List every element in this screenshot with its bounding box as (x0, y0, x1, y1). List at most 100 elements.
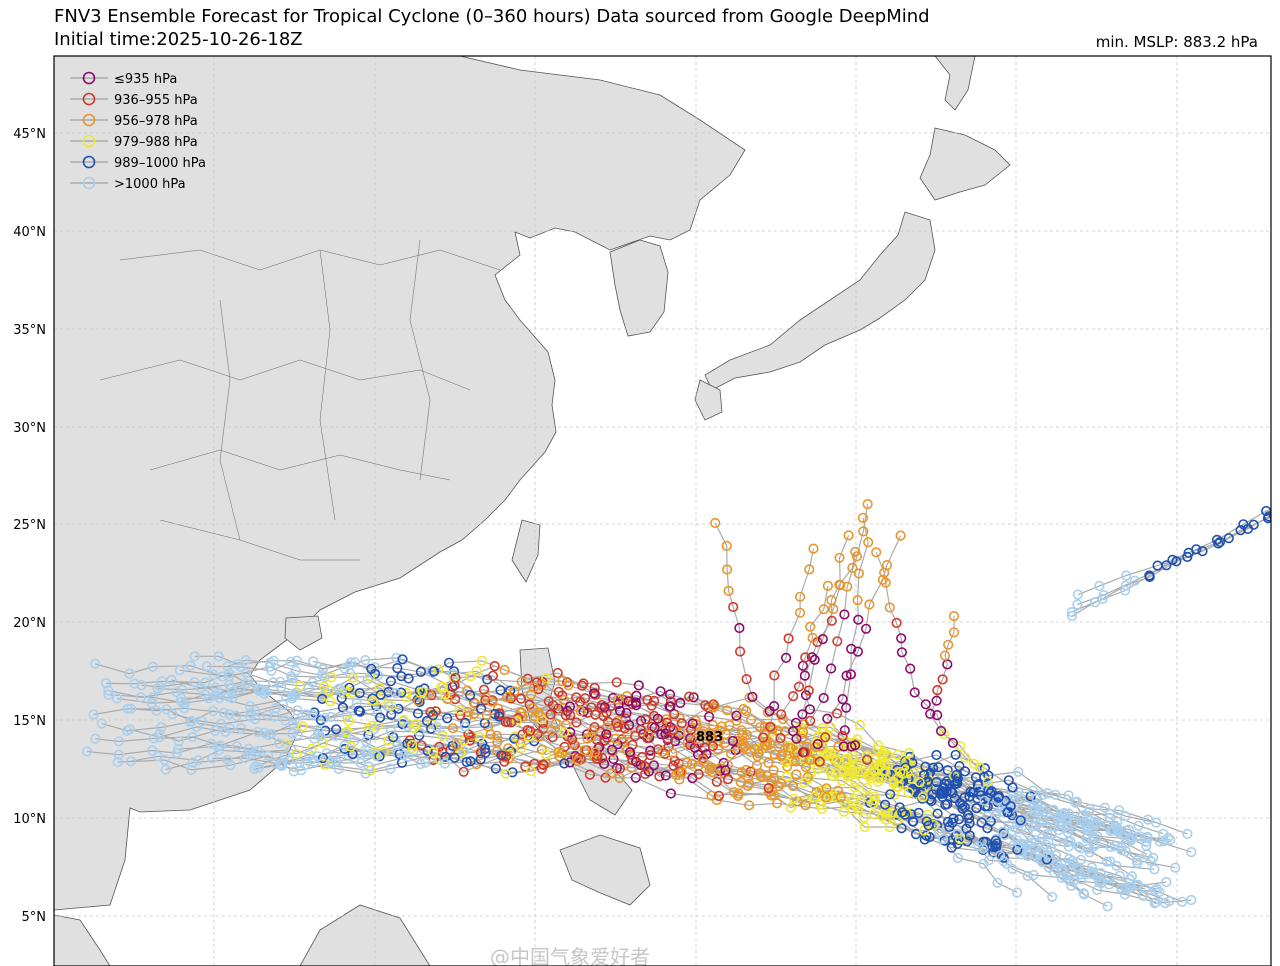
track-marker (820, 732, 831, 743)
track-marker (1123, 824, 1134, 835)
track-marker (362, 674, 373, 685)
track-marker (920, 699, 931, 710)
track-marker (1081, 833, 1092, 844)
track-marker (1121, 884, 1133, 895)
pressure-markers (81, 499, 1271, 912)
track-marker (1015, 815, 1026, 826)
track-marker (1120, 846, 1131, 857)
track-marker (224, 668, 235, 679)
track-marker (965, 786, 976, 797)
track-marker (942, 765, 953, 776)
track-marker (1071, 796, 1082, 807)
track-marker (1044, 815, 1055, 826)
track-marker (531, 677, 543, 688)
track-marker (579, 745, 590, 756)
track-marker (757, 732, 769, 743)
track-marker (1223, 533, 1234, 544)
track-marker (450, 672, 461, 683)
track-marker (1101, 856, 1112, 867)
track-marker (687, 718, 698, 729)
track-marker (1126, 882, 1137, 893)
track-marker (681, 757, 693, 768)
track-marker (559, 758, 570, 769)
lat-label: 40°N (13, 225, 46, 240)
track-marker (1066, 880, 1077, 892)
track-marker (850, 776, 861, 788)
track-marker (449, 752, 460, 763)
track-marker (325, 696, 336, 707)
track-marker (375, 694, 386, 705)
track-marker (312, 729, 324, 741)
track-marker (1075, 843, 1086, 854)
watermark: @中国气象爱好者 (490, 945, 650, 966)
track-marker (1022, 827, 1033, 838)
ensemble-track (809, 504, 1069, 848)
track-marker (601, 729, 612, 740)
track-marker (1066, 606, 1077, 618)
track-marker (491, 730, 503, 741)
japan-honshu (704, 211, 936, 391)
track-marker (1063, 823, 1074, 834)
track-marker (693, 768, 704, 780)
borders (99, 239, 501, 561)
track-marker (559, 741, 570, 753)
track-marker (959, 766, 971, 777)
track-marker (280, 715, 291, 726)
track-marker (846, 643, 857, 655)
track-marker (477, 738, 488, 749)
legend-item-979-988: 979–988 hPa (70, 134, 198, 150)
track-marker (1268, 511, 1271, 520)
track-marker (360, 654, 371, 666)
track-marker (972, 779, 983, 791)
track-marker (903, 787, 914, 798)
lat-label: 5°N (22, 910, 47, 925)
korean-peninsula (609, 239, 669, 337)
track-marker (501, 751, 512, 762)
track-marker (345, 657, 356, 668)
track-marker (942, 816, 954, 828)
track-marker (862, 792, 873, 803)
track-marker (1038, 815, 1049, 827)
track-marker (129, 678, 140, 689)
peak-intensity-label: 883 (696, 730, 723, 745)
track-marker (575, 705, 586, 717)
track-marker (231, 741, 242, 752)
ensemble-track (1071, 508, 1271, 617)
track-marker (397, 719, 408, 730)
track-marker (160, 764, 171, 775)
track-marker (841, 670, 852, 681)
track-marker (971, 803, 982, 814)
track-marker (1131, 855, 1142, 866)
track-marker (932, 709, 943, 721)
track-marker (869, 791, 880, 802)
track-marker (838, 741, 849, 752)
track-marker (910, 828, 922, 840)
track-marker (208, 705, 219, 717)
track-marker (741, 729, 752, 740)
sakhalin (934, 56, 976, 111)
track-marker (614, 705, 626, 717)
track-marker (610, 733, 621, 744)
track-marker (744, 778, 755, 789)
track-marker (533, 707, 544, 718)
track-marker (800, 652, 811, 663)
track-marker (522, 673, 533, 684)
track-marker (624, 746, 636, 758)
track-marker (565, 710, 576, 721)
track-marker (788, 780, 799, 792)
track-marker (147, 692, 159, 703)
track-marker (475, 754, 486, 765)
track-marker (330, 730, 342, 741)
track-marker (1154, 886, 1165, 898)
lat-label: 35°N (13, 323, 46, 338)
track-marker (799, 747, 810, 758)
track-marker (1007, 863, 1018, 875)
track-marker (1075, 854, 1086, 865)
track-marker (809, 791, 820, 802)
track-marker (268, 655, 279, 666)
track-marker (486, 696, 497, 707)
track-marker (825, 748, 836, 759)
track-marker (1029, 804, 1041, 815)
legend-swatch (82, 92, 96, 106)
lat-label: 45°N (13, 127, 46, 142)
